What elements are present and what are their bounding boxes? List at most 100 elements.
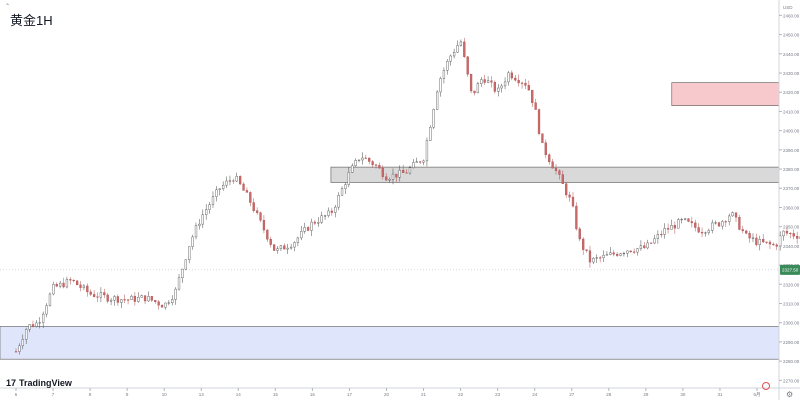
candle-body bbox=[569, 195, 571, 197]
candle-body bbox=[474, 91, 476, 93]
candle-body bbox=[73, 280, 75, 281]
candle-body bbox=[541, 134, 543, 143]
candle-body bbox=[470, 74, 472, 91]
blue-demand-zone bbox=[0, 327, 779, 360]
tradingview-logo[interactable]: 17 TradingView bbox=[6, 378, 72, 388]
candle-body bbox=[749, 233, 751, 238]
x-tick-label: 14 bbox=[236, 392, 242, 397]
y-tick-label: 2380.00 bbox=[783, 167, 800, 172]
chart-title: 黄金1H bbox=[10, 10, 53, 29]
candle-body bbox=[324, 216, 326, 217]
candle-body bbox=[215, 190, 217, 197]
candle-body bbox=[59, 283, 61, 286]
candle-body bbox=[300, 231, 302, 238]
candle-body bbox=[399, 170, 401, 177]
candle-body bbox=[681, 219, 683, 220]
candle-body bbox=[382, 168, 384, 177]
candle-body bbox=[491, 81, 493, 82]
candle-body bbox=[52, 284, 54, 294]
x-tick-label: 27 bbox=[569, 392, 575, 397]
y-tick-label: 2360.00 bbox=[783, 205, 800, 210]
candle-body bbox=[22, 339, 24, 345]
x-tick-label: 16 bbox=[310, 392, 316, 397]
candle-body bbox=[562, 175, 564, 184]
x-tick-label: 23 bbox=[495, 392, 501, 397]
candle-body bbox=[558, 171, 560, 175]
candle-body bbox=[786, 231, 788, 233]
y-tick-label: 2290.00 bbox=[783, 340, 800, 345]
y-tick-label: 2450.00 bbox=[783, 33, 800, 38]
candle-body bbox=[402, 170, 404, 173]
candle-body bbox=[525, 83, 527, 85]
candle-body bbox=[93, 294, 95, 296]
candle-body bbox=[124, 299, 126, 300]
candle-body bbox=[766, 242, 768, 243]
x-tick-label: 20 bbox=[384, 392, 390, 397]
candle-body bbox=[609, 253, 611, 255]
candle-body bbox=[29, 324, 31, 329]
candle-body bbox=[467, 57, 469, 74]
candle-body bbox=[575, 206, 577, 229]
candle-body bbox=[409, 168, 411, 173]
candle-body bbox=[579, 229, 581, 239]
candle-body bbox=[42, 314, 44, 322]
candle-body bbox=[647, 243, 649, 248]
candle-body bbox=[626, 251, 628, 253]
candle-body bbox=[436, 92, 438, 109]
candle-body bbox=[433, 109, 435, 127]
candle-body bbox=[538, 110, 540, 134]
candle-body bbox=[389, 179, 391, 180]
candle-body bbox=[599, 258, 601, 259]
candle-body bbox=[137, 297, 139, 301]
x-tick-label: 6月 bbox=[753, 392, 760, 398]
candle-body bbox=[168, 303, 170, 304]
currency-label: USD bbox=[783, 5, 793, 10]
candle-body bbox=[589, 251, 591, 262]
candle-body bbox=[623, 253, 625, 254]
candle-body bbox=[691, 221, 693, 222]
candle-body bbox=[287, 248, 289, 249]
candle-body bbox=[487, 81, 489, 83]
x-tick-label: 15 bbox=[273, 392, 279, 397]
candle-body bbox=[355, 160, 357, 165]
candle-body bbox=[249, 192, 251, 202]
candle-body bbox=[154, 300, 156, 301]
candle-body bbox=[290, 247, 292, 248]
gear-icon[interactable]: ⚙ bbox=[786, 390, 793, 399]
candle-body bbox=[69, 279, 71, 280]
candle-body bbox=[328, 211, 330, 216]
candle-body bbox=[260, 213, 262, 221]
candle-body bbox=[694, 223, 696, 228]
candle-body bbox=[56, 284, 58, 286]
candle-body bbox=[266, 230, 268, 239]
candle-body bbox=[185, 260, 187, 269]
candle-body bbox=[721, 221, 723, 226]
candle-body bbox=[86, 286, 88, 292]
candle-body bbox=[317, 222, 319, 223]
y-tick-label: 2350.00 bbox=[783, 225, 800, 230]
chevron-up-icon[interactable]: ⌃ bbox=[5, 3, 10, 10]
candle-body bbox=[752, 238, 754, 239]
candle-body bbox=[321, 216, 323, 223]
candle-body bbox=[144, 296, 146, 301]
goto-realtime-icon[interactable] bbox=[762, 382, 770, 390]
y-tick-label: 2460.00 bbox=[783, 13, 800, 18]
candle-body bbox=[796, 236, 798, 238]
candle-body bbox=[443, 70, 445, 78]
candle-body bbox=[181, 269, 183, 278]
candle-body bbox=[219, 189, 221, 190]
candle-body bbox=[783, 231, 785, 236]
candle-body bbox=[504, 82, 506, 86]
candle-body bbox=[416, 162, 418, 163]
candle-body bbox=[446, 61, 448, 70]
candle-body bbox=[745, 231, 747, 233]
candle-body bbox=[114, 297, 116, 301]
candle-body bbox=[735, 213, 737, 218]
candle-body bbox=[419, 162, 421, 163]
y-tick-label: 2270.00 bbox=[783, 378, 800, 383]
candle-body bbox=[372, 161, 374, 164]
candle-body bbox=[151, 296, 153, 300]
y-tick-label: 2390.00 bbox=[783, 148, 800, 153]
